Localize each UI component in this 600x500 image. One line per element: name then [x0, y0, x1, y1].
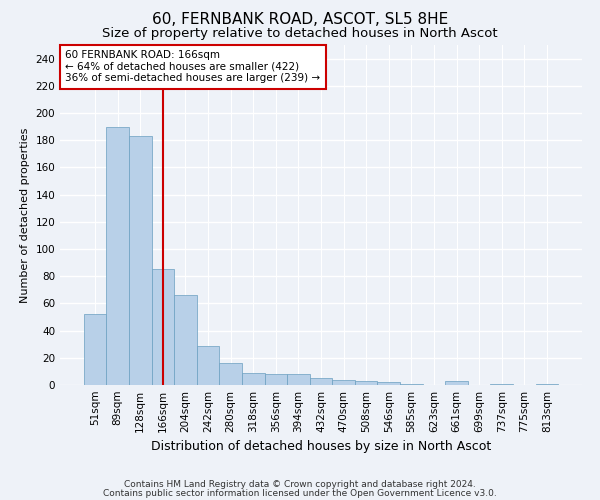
Bar — [490, 384, 513, 385]
Bar — [377, 382, 400, 385]
Text: Contains public sector information licensed under the Open Government Licence v3: Contains public sector information licen… — [103, 488, 497, 498]
Bar — [265, 374, 287, 385]
Bar — [129, 136, 152, 385]
Text: 60 FERNBANK ROAD: 166sqm
← 64% of detached houses are smaller (422)
36% of semi-: 60 FERNBANK ROAD: 166sqm ← 64% of detach… — [65, 50, 320, 84]
Bar — [174, 295, 197, 385]
Bar — [445, 381, 468, 385]
Bar — [332, 380, 355, 385]
Text: 60, FERNBANK ROAD, ASCOT, SL5 8HE: 60, FERNBANK ROAD, ASCOT, SL5 8HE — [152, 12, 448, 28]
Bar — [197, 346, 220, 385]
Bar — [536, 384, 558, 385]
Bar — [106, 126, 129, 385]
Bar — [220, 363, 242, 385]
Bar — [400, 384, 422, 385]
Bar — [287, 374, 310, 385]
Bar — [310, 378, 332, 385]
Text: Contains HM Land Registry data © Crown copyright and database right 2024.: Contains HM Land Registry data © Crown c… — [124, 480, 476, 489]
Bar — [84, 314, 106, 385]
Text: Size of property relative to detached houses in North Ascot: Size of property relative to detached ho… — [102, 28, 498, 40]
Y-axis label: Number of detached properties: Number of detached properties — [20, 128, 30, 302]
Bar — [242, 373, 265, 385]
Bar — [355, 381, 377, 385]
Bar — [152, 270, 174, 385]
X-axis label: Distribution of detached houses by size in North Ascot: Distribution of detached houses by size … — [151, 440, 491, 454]
